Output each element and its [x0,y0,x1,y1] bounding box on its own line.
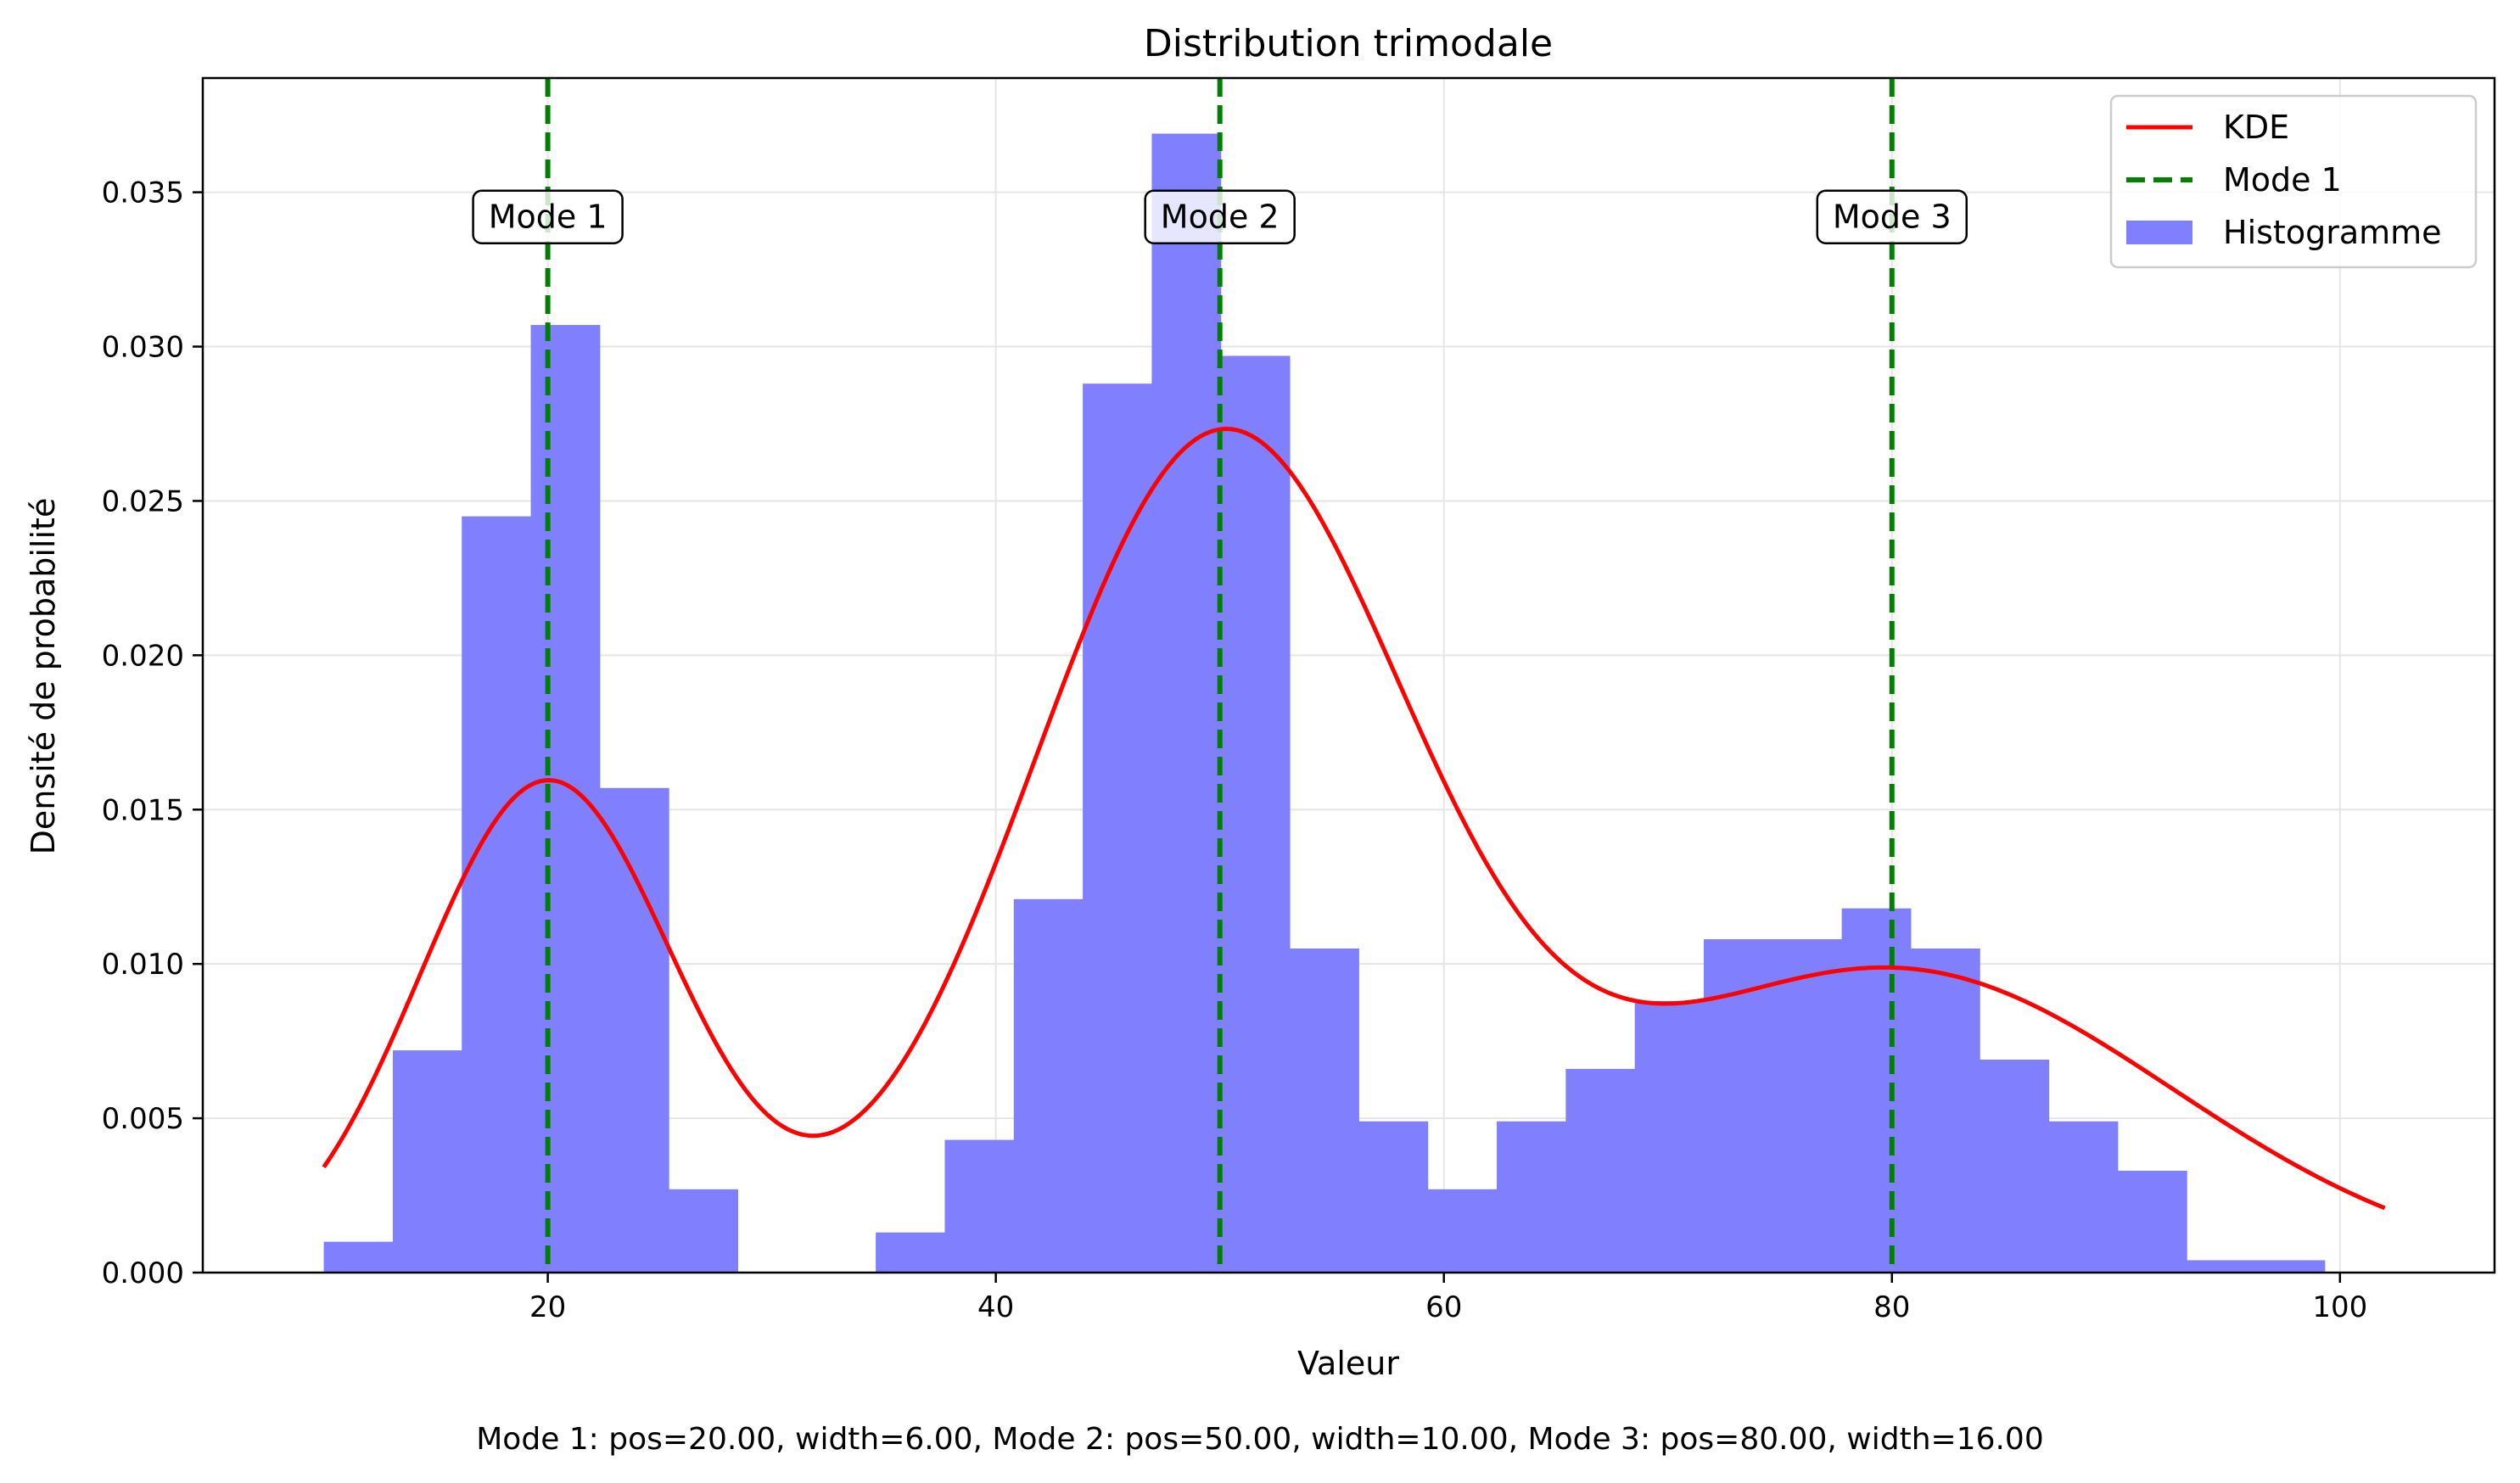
y-tick-label: 0.030 [102,331,184,365]
mode-annotation-label: Mode 2 [1161,199,1280,236]
x-axis-ticks: 20 40 60 80 100 [529,1273,2367,1324]
histogram-bar [323,1241,394,1273]
y-tick-label: 0.000 [102,1256,184,1290]
histogram-bar [1151,133,1222,1273]
y-tick-label: 0.015 [102,793,184,827]
y-tick-label: 0.010 [102,948,184,982]
histogram-bar [1290,948,1359,1273]
histogram-bar [1703,939,1773,1273]
y-tick-label: 0.020 [102,639,184,673]
mode-annotation-label: Mode 1 [489,199,608,236]
histogram-bar [1772,939,1843,1273]
histogram-bar [2255,1260,2326,1273]
kde-layer [322,427,2386,1211]
histogram-bars [323,133,2326,1273]
mode-lines [545,78,1895,1273]
mode-annotations: Mode 1 Mode 2 Mode 3 [472,189,1968,244]
histogram-bar [1083,383,1152,1273]
mode-annotation-box [472,189,624,244]
mode-parameters-footer: Mode 1: pos=20.00, width=6.00, Mode 2: p… [476,1422,2043,1457]
kde-curve [322,427,2386,1211]
histogram-bar [1427,1189,1498,1273]
histogram-bar [392,1050,462,1273]
plot-frame [201,76,2496,1274]
histogram-bar [530,325,601,1273]
legend-label: Histogramme [2223,214,2442,251]
histogram-bar [2048,1121,2119,1273]
histogram-bar [1220,355,1291,1273]
histogram-bar [944,1139,1015,1273]
legend-swatch-histogram [2126,221,2192,244]
y-axis-label: Densité de probabilité [25,498,62,855]
histogram-bar [669,1189,738,1273]
histogram-bar [1565,1068,1636,1273]
x-tick-label: 20 [529,1290,566,1324]
legend-box [2109,94,2478,269]
chart-title: Distribution trimodale [1144,22,1553,65]
legend: KDE Mode 1 Histogramme [2109,94,2478,269]
x-tick-label: 60 [1425,1290,1462,1324]
histogram-bar [1980,1059,2050,1273]
histogram-bar [1358,1121,1429,1273]
histogram-bar [876,1232,945,1273]
histogram-bar [599,787,669,1273]
x-tick-label: 40 [977,1290,1014,1324]
y-tick-label: 0.035 [102,176,184,210]
histogram-bar [1634,1000,1705,1273]
histogram-bar [462,516,532,1273]
legend-label: Mode 1 [2223,161,2342,199]
histogram-bar [1013,898,1084,1273]
y-axis-ticks: 0.000 0.005 0.010 0.015 0.020 0.025 0.030 0.035 [102,176,203,1290]
y-tick-label: 0.025 [102,484,184,518]
mode-annotation-label: Mode 3 [1833,199,1952,236]
mode-annotation-box [1144,189,1296,244]
histogram-bar [2187,1260,2257,1273]
x-tick-label: 100 [2312,1290,2367,1324]
x-axis-label: Valeur [1297,1345,1399,1382]
histogram-bar [1841,908,1912,1273]
histogram-bar [1910,948,1980,1273]
y-tick-label: 0.005 [102,1102,184,1136]
x-tick-label: 80 [1873,1290,1910,1324]
histogram-bar [2117,1170,2187,1273]
histogram-bar [1497,1121,1566,1273]
legend-label: KDE [2223,109,2289,146]
mode-annotation-box [1816,189,1968,244]
